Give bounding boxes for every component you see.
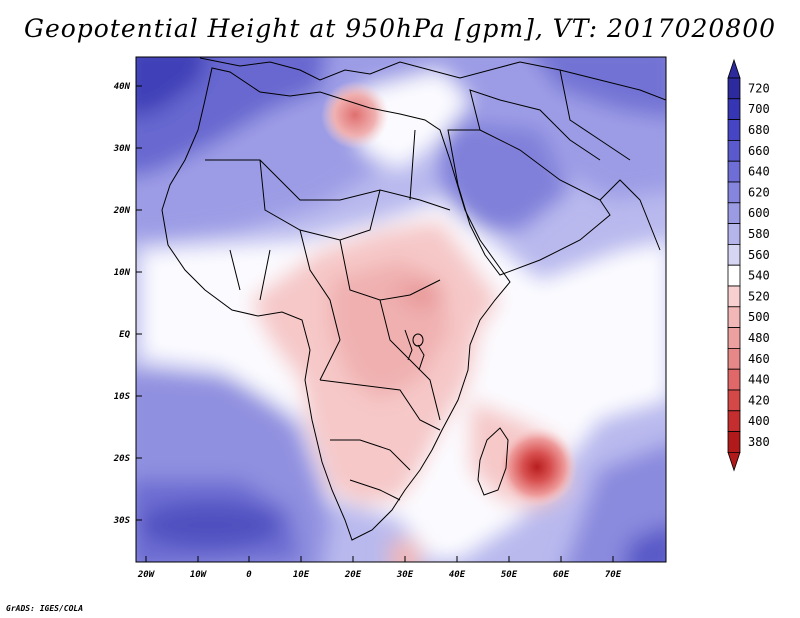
coastlines [161, 57, 666, 541]
colorbar-label: 380 [748, 435, 770, 449]
longitude-axis: 20W 10W 0 10E 20E 30E 40E 50E 60E 70E [137, 556, 622, 580]
colorbar-arrow-top [727, 58, 741, 79]
lat-label: 20S [113, 454, 131, 464]
lon-label: 10W [190, 570, 208, 580]
lon-label: 10E [293, 570, 310, 580]
lat-label: 20N [113, 206, 131, 216]
colorbar-label: 580 [748, 227, 770, 241]
lon-label: 20W [137, 570, 156, 580]
colorbar-swatch [727, 202, 741, 225]
colorbar-label: 600 [748, 206, 770, 220]
colorbar: 720 700 680 660 640 620 600 580 560 540 520 500 480 4… [727, 58, 770, 472]
lon-label: 30E [396, 570, 414, 580]
colorbar-swatch [727, 181, 741, 204]
colorbar-label: 620 [748, 185, 770, 199]
lat-label: EQ [119, 330, 130, 340]
colorbar-label: 500 [748, 310, 770, 324]
lon-label: 50E [501, 570, 518, 580]
colorbar-swatch [727, 306, 741, 328]
lat-label: 30S [113, 516, 131, 526]
lat-label: 30N [113, 144, 131, 154]
colorbar-swatch [727, 119, 741, 141]
colorbar-label: 660 [748, 144, 770, 158]
map-title: Geopotential Height at 950hPa [gpm], VT:… [23, 14, 777, 43]
lon-label: 0 [246, 570, 252, 580]
colorbar-label: 520 [748, 289, 770, 303]
colorbar-label: 560 [748, 248, 770, 262]
colorbar-swatch [727, 77, 741, 100]
lon-label: 70E [605, 570, 622, 580]
colorbar-arrow-bottom [727, 451, 741, 472]
geopotential-field [136, 57, 666, 562]
colorbar-swatch [727, 327, 741, 349]
lon-label: 60E [553, 570, 570, 580]
lat-label: 40N [114, 82, 131, 92]
colorbar-swatch [727, 410, 741, 432]
colorbar-swatch [727, 431, 741, 453]
colorbar-label: 440 [748, 373, 770, 387]
colorbar-swatch [727, 139, 741, 162]
colorbar-swatch [727, 223, 741, 245]
map-frame [135, 56, 667, 563]
colorbar-label: 720 [748, 81, 770, 95]
colorbar-swatch [727, 389, 741, 412]
lat-label: 10N [114, 268, 131, 278]
lat-label: 10S [114, 392, 131, 402]
colorbar-label: 640 [748, 165, 770, 179]
colorbar-label: 400 [748, 414, 770, 428]
colorbar-label: 700 [748, 102, 770, 116]
colorbar-swatch [727, 160, 741, 183]
colorbar-swatch [727, 285, 741, 308]
colorbar-label: 420 [748, 393, 770, 407]
colorbar-swatch [727, 368, 741, 391]
colorbar-swatch [727, 98, 741, 121]
lon-label: 20E [344, 570, 362, 580]
grads-credit: GrADS: IGES/COLA [6, 604, 84, 613]
colorbar-label: 460 [748, 352, 770, 366]
colorbar-swatch [727, 347, 741, 370]
colorbar-swatch [727, 264, 741, 287]
colorbar-swatch [727, 243, 741, 266]
colorbar-label: 540 [748, 269, 770, 283]
latitude-axis: 40N 30N 20N 10N EQ 10S 20S 30S [113, 82, 142, 526]
colorbar-label: 680 [748, 123, 770, 137]
lon-label: 40E [449, 570, 466, 580]
colorbar-label: 480 [748, 331, 770, 345]
